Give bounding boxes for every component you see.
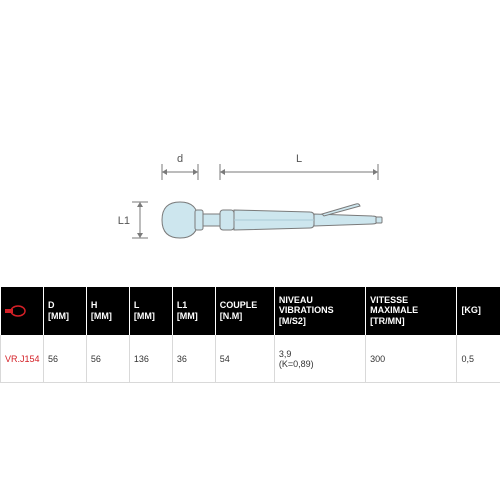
tool-diagram-svg: d L L1	[100, 132, 400, 272]
cell-brand: VR.J154	[1, 335, 44, 383]
col-header-l1: L1 [MM]	[172, 287, 215, 335]
spec-table-row: VR.J154565613636543,9 (K=0,89)3000,5	[1, 335, 500, 383]
cell-d: 56	[43, 335, 86, 383]
col-header-h: H [MM]	[86, 287, 129, 335]
spec-table-header-row: D [MM]H [MM]L [MM]L1 [MM]COUPLE [N.M]NIV…	[1, 287, 500, 335]
col-header-vib: NIVEAU VIBRATIONS [M/S2]	[274, 287, 365, 335]
dim-label-L: L	[296, 153, 302, 165]
dim-label-d: d	[177, 153, 183, 165]
cell-couple: 54	[215, 335, 274, 383]
cell-l: 136	[129, 335, 172, 383]
col-header-vmax: VITESSE MAXIMALE [TR/MN]	[366, 287, 457, 335]
col-header-brand	[1, 287, 44, 335]
cell-vmax: 300	[366, 335, 457, 383]
col-header-d: D [MM]	[43, 287, 86, 335]
cell-kg: 0,5	[457, 335, 500, 383]
col-header-kg: [KG]	[457, 287, 500, 335]
col-header-couple: COUPLE [N.M]	[215, 287, 274, 335]
spec-table: D [MM]H [MM]L [MM]L1 [MM]COUPLE [N.M]NIV…	[0, 287, 500, 384]
brand-icon	[5, 305, 27, 317]
cell-l1: 36	[172, 335, 215, 383]
cell-vib: 3,9 (K=0,89)	[274, 335, 365, 383]
dim-label-L1: L1	[118, 215, 130, 227]
col-header-l: L [MM]	[129, 287, 172, 335]
cell-h: 56	[86, 335, 129, 383]
technical-diagram: d L L1	[0, 117, 500, 287]
